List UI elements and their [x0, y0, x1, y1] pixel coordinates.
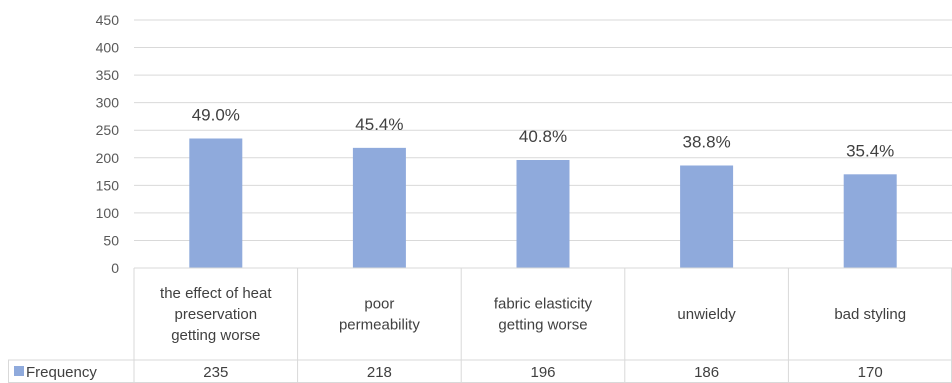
y-tick-label: 150 — [96, 177, 120, 193]
y-tick-label: 0 — [111, 260, 119, 276]
y-tick-label: 300 — [96, 95, 120, 111]
table-value: 170 — [858, 364, 883, 381]
y-tick-label: 100 — [96, 205, 120, 221]
series-name: Frequency — [26, 364, 97, 381]
y-tick-label: 250 — [96, 122, 120, 138]
category-label: preservation — [175, 306, 258, 323]
bar — [352, 147, 406, 268]
data-label: 45.4% — [355, 115, 403, 134]
category-label: bad styling — [834, 306, 906, 323]
data-table: the effect of heat preservation getting wo… — [8, 267, 952, 383]
bar — [680, 165, 734, 268]
y-tick-label: 50 — [103, 232, 119, 248]
bar — [843, 174, 897, 268]
data-label: 35.4% — [846, 141, 894, 160]
category-label: getting worse — [171, 327, 260, 344]
gridlines — [134, 19, 952, 269]
y-axis-ticks: 0 50 100 150 200 250 300 350 400 450 — [96, 12, 120, 276]
legend-swatch — [14, 366, 24, 376]
data-label: 38.8% — [682, 132, 730, 151]
y-tick-label: 400 — [96, 40, 120, 56]
category-label: unwieldy — [677, 306, 736, 323]
y-tick-label: 200 — [96, 150, 120, 166]
bar — [516, 159, 570, 268]
category-label: getting worse — [498, 317, 587, 334]
bar — [189, 138, 243, 268]
table-value: 235 — [203, 364, 228, 381]
category-label: permeability — [339, 317, 420, 334]
data-label: 40.8% — [519, 127, 567, 146]
table-value: 218 — [367, 364, 392, 381]
table-value: 186 — [694, 364, 719, 381]
category-label: fabric elasticity — [494, 296, 593, 313]
y-tick-label: 350 — [96, 67, 120, 83]
category-label: the effect of heat — [160, 285, 272, 302]
category-label: poor — [364, 296, 394, 313]
data-labels: 49.0% 45.4% 40.8% 38.8% 35.4% — [192, 105, 895, 160]
bars — [189, 138, 897, 268]
y-tick-label: 450 — [96, 12, 120, 28]
data-label: 49.0% — [192, 105, 240, 124]
table-value: 196 — [530, 364, 555, 381]
